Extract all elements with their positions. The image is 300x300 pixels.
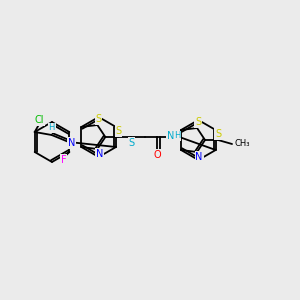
- Text: H: H: [49, 124, 55, 133]
- Text: S: S: [215, 129, 221, 139]
- Text: O: O: [154, 150, 161, 160]
- Text: S: S: [195, 117, 201, 127]
- Text: S: S: [115, 126, 122, 136]
- Text: N: N: [96, 149, 103, 159]
- Text: H: H: [174, 131, 181, 140]
- Text: N: N: [195, 152, 203, 162]
- Text: Cl: Cl: [35, 115, 44, 125]
- Text: S: S: [95, 114, 101, 124]
- Text: S: S: [128, 138, 134, 148]
- Text: CH₃: CH₃: [234, 140, 250, 148]
- Text: N: N: [167, 131, 174, 141]
- Text: F: F: [61, 155, 66, 165]
- Text: N: N: [68, 138, 75, 148]
